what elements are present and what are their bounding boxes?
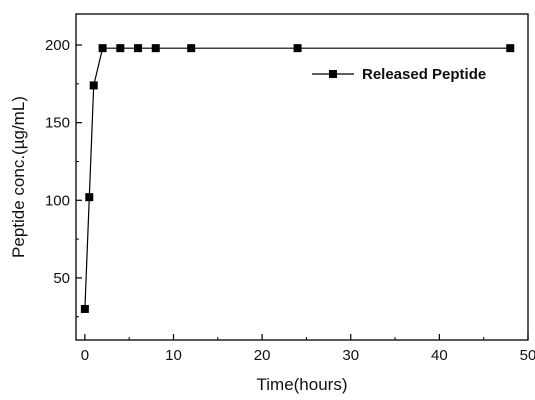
data-point [506, 44, 515, 53]
data-point [89, 81, 98, 90]
data-point [293, 44, 302, 53]
y-axis-ticks: 50 100 150 200 [45, 37, 82, 318]
legend-marker [329, 70, 337, 78]
plot-frame [75, 13, 529, 341]
x-tick-label: 0 [81, 347, 89, 364]
data-point [85, 193, 94, 202]
x-tick-label: 30 [342, 347, 359, 364]
data-point [151, 44, 160, 53]
data-point [134, 44, 143, 53]
legend: Released Peptide [312, 66, 486, 83]
y-axis-label: Peptide conc.(µg/mL) [9, 96, 28, 258]
x-tick-label: 50 [520, 347, 535, 364]
data-point [98, 44, 107, 53]
x-tick-label: 10 [165, 347, 182, 364]
y-tick-label: 200 [45, 37, 70, 54]
x-tick-label: 40 [431, 347, 448, 364]
series-line [84, 47, 511, 310]
x-axis-ticks: 0 10 20 30 40 50 [81, 334, 535, 364]
plot-border [75, 13, 529, 341]
y-tick-label: 50 [53, 270, 70, 287]
data-point [80, 304, 89, 313]
y-tick-label: 150 [45, 115, 70, 132]
x-axis-label: Time(hours) [257, 375, 348, 394]
legend-label: Released Peptide [362, 66, 486, 83]
y-tick-label: 100 [45, 192, 70, 209]
x-tick-label: 20 [254, 347, 271, 364]
series-layer [80, 44, 515, 313]
data-point [116, 44, 125, 53]
data-point [187, 44, 196, 53]
